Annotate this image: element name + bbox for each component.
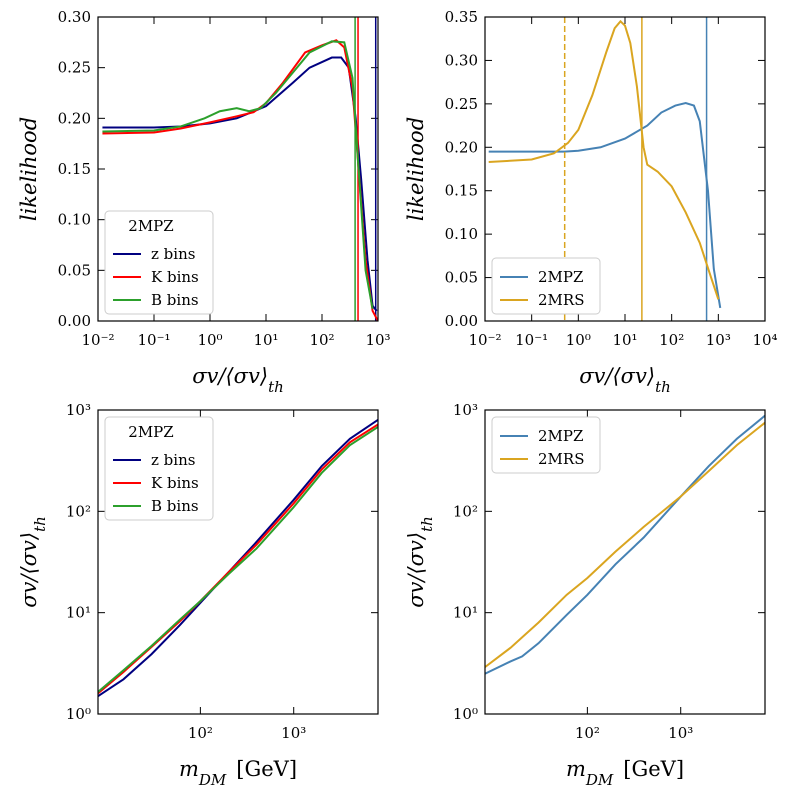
- plot-area: [98, 418, 378, 697]
- x-tick-label: 10²: [659, 331, 684, 349]
- y-tick-label: 10²: [66, 502, 91, 520]
- y-tick-label: 10¹: [453, 604, 478, 622]
- x-tick-label: 10⁻²: [81, 331, 114, 349]
- legend: 2MPZ 2MRS: [491, 257, 601, 315]
- y-tick-label: 10³: [66, 401, 91, 419]
- legend: 2MPZ z bins K bins B bins: [104, 210, 214, 315]
- x-tick-label: 10³: [365, 331, 390, 349]
- y-axis-label: σv/⟨σv⟩th: [17, 516, 49, 608]
- panel: 10⁻² 10⁻¹ 10⁰ 10¹ 10² 10³ 0.00 0.05 0.10 0.15 0.20…: [17, 8, 391, 396]
- y-tick-label: 0.20: [58, 109, 91, 127]
- legend-box: [104, 210, 214, 315]
- y-tick-label: 0.20: [445, 138, 478, 156]
- axes-frame: [97, 16, 379, 322]
- legend-title: 2MPZ: [128, 423, 173, 441]
- plot-area: [485, 414, 765, 675]
- y-tick-label: 0.25: [445, 95, 478, 113]
- x-tick-label: 10³: [281, 724, 306, 742]
- x-tick-label: 10⁰: [566, 331, 591, 349]
- x-tick-label: 10²: [188, 724, 213, 742]
- y-tick-label: 0.15: [445, 182, 478, 200]
- legend: 2MPZ z bins K bins B bins: [104, 416, 214, 521]
- x-tick-label: 10²: [575, 724, 600, 742]
- legend-label: 2MPZ: [538, 427, 583, 445]
- x-tick-label: 10⁴: [752, 331, 777, 349]
- legend-label: K bins: [151, 268, 199, 286]
- legend-label: B bins: [151, 497, 199, 515]
- y-tick-label: 0.25: [58, 59, 91, 77]
- legend-label: B bins: [151, 291, 199, 309]
- legend-label: z bins: [151, 451, 195, 469]
- x-tick-label: 10⁻¹: [515, 331, 548, 349]
- legend-label: 2MRS: [538, 450, 584, 468]
- x-tick-label: 10³: [706, 331, 731, 349]
- y-tick-label: 0.05: [58, 261, 91, 279]
- y-tick-label: 10⁰: [453, 705, 478, 723]
- x-tick-label: 10⁻¹: [137, 331, 170, 349]
- y-axis-label: σv/⟨σv⟩th: [404, 516, 436, 608]
- plot-area: [488, 17, 722, 321]
- axes-frame: [484, 409, 766, 715]
- y-tick-label: 10¹: [66, 604, 91, 622]
- y-axis-label: likelihood: [404, 117, 428, 221]
- legend-label: 2MPZ: [538, 268, 583, 286]
- y-tick-label: 0.00: [58, 312, 91, 330]
- legend-label: z bins: [151, 245, 195, 263]
- x-tick-label: 10³: [668, 724, 693, 742]
- series-line: [488, 19, 720, 300]
- axes-frame: [97, 409, 379, 715]
- x-tick-label: 10²: [309, 331, 334, 349]
- y-tick-label: 0.15: [58, 160, 91, 178]
- x-tick-label: 10¹: [253, 331, 278, 349]
- y-tick-label: 10²: [453, 502, 478, 520]
- legend: 2MPZ 2MRS: [491, 416, 601, 474]
- legend-label: 2MRS: [538, 291, 584, 309]
- x-axis-label: mDM [GeV]: [179, 757, 297, 789]
- y-tick-label: 0.05: [445, 269, 478, 287]
- axes-frame: [484, 16, 766, 322]
- x-tick-label: 10⁻²: [468, 331, 501, 349]
- legend-title: 2MPZ: [128, 217, 173, 235]
- series-line: [98, 426, 378, 693]
- series-line: [485, 421, 765, 668]
- x-axis-label: σv/⟨σv⟩th: [579, 364, 671, 396]
- y-axis-label: likelihood: [17, 117, 41, 221]
- series-line: [485, 414, 765, 675]
- y-tick-label: 0.10: [58, 211, 91, 229]
- x-axis-label: σv/⟨σv⟩th: [192, 364, 284, 396]
- panel: 10⁻² 10⁻¹ 10⁰ 10¹ 10² 10³ 10⁴ 0.00 0.05 0.10 0.15 0…: [404, 8, 778, 396]
- y-tick-label: 10³: [453, 401, 478, 419]
- y-tick-label: 0.30: [58, 8, 91, 26]
- y-tick-label: 0.35: [445, 8, 478, 26]
- x-axis-label: mDM [GeV]: [566, 757, 684, 789]
- legend-label: K bins: [151, 474, 199, 492]
- panel: 10² 10³ 10⁰ 10¹ 10² 10³ mDM [GeV] σv/⟨σv⟩th 2MPZ z…: [17, 401, 379, 789]
- plot-area: [102, 17, 378, 321]
- legend-box: [104, 416, 214, 521]
- y-tick-label: 0.30: [445, 51, 478, 69]
- y-tick-label: 0.10: [445, 225, 478, 243]
- x-tick-label: 10¹: [612, 331, 637, 349]
- x-tick-label: 10⁰: [197, 331, 222, 349]
- y-tick-label: 0.00: [445, 312, 478, 330]
- y-tick-label: 10⁰: [66, 705, 91, 723]
